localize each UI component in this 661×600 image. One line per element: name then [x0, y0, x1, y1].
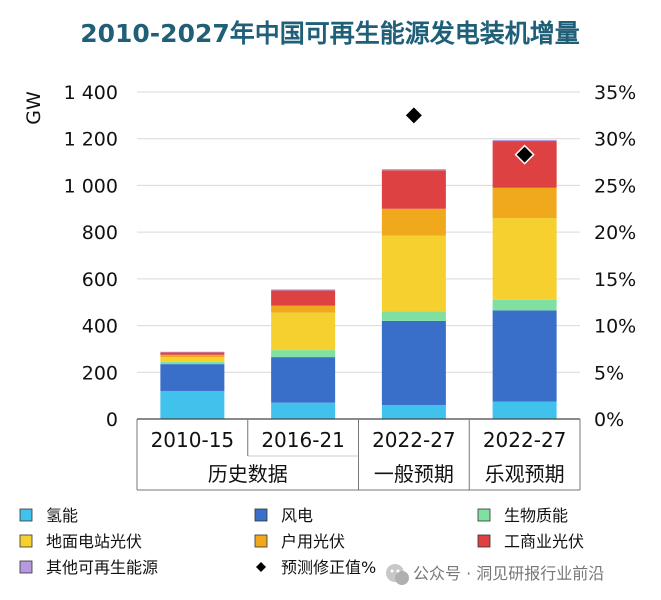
y2-tick-label: 35%: [594, 82, 636, 104]
bar-segment: [160, 354, 225, 358]
bar-segment: [381, 311, 446, 321]
bar-segment: [160, 390, 225, 419]
group-label: 一般预期: [374, 462, 454, 486]
bar-segment: [271, 289, 336, 291]
watermark-text: 公众号 · 洞见研报行业前沿: [413, 564, 604, 583]
x-tick-label: 2022-27: [483, 428, 567, 452]
bar-segment: [381, 235, 446, 312]
x-tick-label: 2010-15: [151, 428, 235, 452]
axes: 0 200 400 600 800 1 000 1 200 1 400 0% 5% 10% 15% 20…: [64, 82, 636, 491]
group-label: 乐观预期: [485, 462, 565, 486]
y-axis-label: GW: [23, 91, 45, 125]
legend-swatch: [19, 560, 33, 574]
legend-label: 其他可再生能源: [46, 558, 158, 577]
x-tick-label: 2022-27: [372, 428, 456, 452]
y-tick-label: 1 400: [64, 82, 118, 104]
legend-swatch: [19, 508, 33, 522]
bar-segment: [271, 357, 336, 403]
legend-swatch: [477, 534, 491, 548]
bar-segment: [381, 404, 446, 419]
bars: [160, 139, 557, 419]
bar-segment: [492, 139, 557, 142]
y-tick-label: 0: [106, 409, 118, 431]
markers: [403, 105, 535, 165]
legend-label: 工商业光伏: [504, 532, 584, 551]
y2-tick-label: 15%: [594, 269, 636, 291]
bar-segment: [381, 170, 446, 209]
legend-swatch: [254, 534, 268, 548]
legend-label: 预测修正值%: [281, 558, 376, 577]
legend-swatch: [19, 534, 33, 548]
y2-tick-label: 0%: [594, 409, 624, 431]
y-tick-label: 1 000: [64, 175, 118, 197]
legend-label: 地面电站光伏: [46, 532, 142, 551]
y-tick-label: 600: [82, 269, 118, 291]
marker-diamond: [403, 105, 424, 126]
y2-tick-label: 20%: [594, 222, 636, 244]
group-label: 历史数据: [208, 462, 288, 486]
y2-tick-label: 10%: [594, 316, 636, 338]
x-tick-label: 2016-21: [261, 428, 345, 452]
legend-swatch: [256, 562, 266, 572]
bar-segment: [271, 290, 336, 306]
y-tick-label: 1 200: [64, 129, 118, 151]
legend-label: 生物质能: [504, 506, 568, 525]
legend-swatch: [254, 508, 268, 522]
y-tick-label: 400: [82, 316, 118, 338]
bar-segment: [271, 350, 336, 358]
chart-title: 2010-2027年中国可再生能源发电装机增量: [80, 19, 580, 48]
y-tick-label: 800: [82, 222, 118, 244]
legend-label: 氢能: [46, 506, 78, 525]
bar-segment: [381, 208, 446, 236]
y2-tick-label: 30%: [594, 129, 636, 151]
bar-segment: [492, 299, 557, 311]
legend-label: 户用光伏: [281, 532, 345, 551]
watermark: 公众号 · 洞见研报行业前沿: [386, 564, 604, 585]
bar-segment: [492, 218, 557, 300]
bar-segment: [160, 351, 225, 353]
bar-segment: [160, 364, 225, 391]
bar-segment: [271, 305, 336, 313]
bar-segment: [160, 352, 225, 355]
legend-label: 风电: [281, 506, 313, 525]
y2-tick-label: 5%: [594, 362, 624, 384]
bar-segment: [271, 312, 336, 351]
wechat-icon: [386, 564, 409, 585]
y-tick-label: 200: [82, 362, 118, 384]
bar-segment: [160, 357, 225, 362]
bar-segment: [381, 320, 446, 405]
legend-swatch: [477, 508, 491, 522]
bar-segment: [271, 402, 336, 419]
bar-segment: [160, 361, 225, 365]
marker-diamond: [514, 144, 535, 165]
y2-tick-label: 25%: [594, 175, 636, 197]
bar-segment: [381, 169, 446, 171]
bar-segment: [492, 401, 557, 419]
bar-segment: [492, 310, 557, 402]
bar-segment: [492, 187, 557, 219]
